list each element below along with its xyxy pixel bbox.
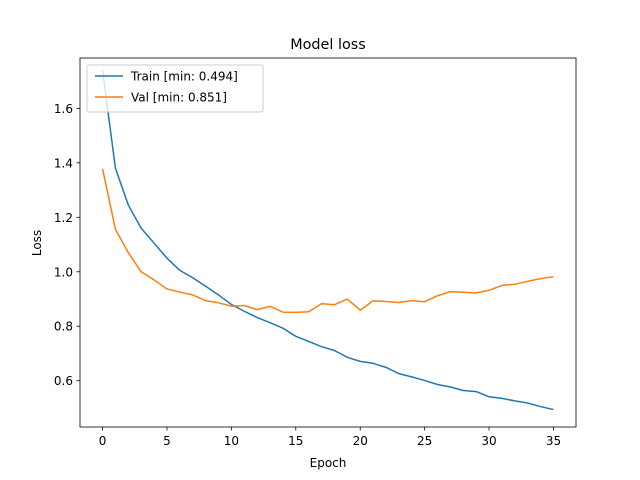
x-tick-label: 0 [99, 434, 107, 448]
x-tick-label: 15 [288, 434, 303, 448]
legend-label-val: Val [min: 0.851] [131, 91, 227, 105]
y-tick-label: 1.2 [54, 211, 73, 225]
series-line-train [101, 70, 554, 411]
series-line-val [101, 168, 554, 314]
plot-area [80, 58, 576, 427]
x-tick-label: 5 [163, 434, 171, 448]
x-axis-ticks: 0 5 10 15 20 25 30 35 [99, 427, 561, 448]
y-tick-label: 1.0 [54, 265, 73, 279]
series-layer [101, 70, 554, 411]
y-axis-label: Loss [30, 230, 44, 256]
x-tick-label: 35 [546, 434, 561, 448]
x-tick-label: 30 [481, 434, 496, 448]
y-tick-label: 0.6 [54, 374, 73, 388]
legend: Train [min: 0.494] Val [min: 0.851] [86, 64, 264, 113]
x-tick-label: 25 [417, 434, 432, 448]
y-axis-ticks: 0.6 0.8 1.0 1.2 1.4 1.6 [54, 102, 80, 388]
y-tick-label: 0.8 [54, 320, 73, 334]
plot-frame [79, 57, 577, 428]
axes-layer [79, 57, 577, 428]
legend-label-train: Train [min: 0.494] [130, 70, 238, 84]
legend-box [86, 64, 264, 113]
x-tick-label: 10 [224, 434, 239, 448]
y-tick-label: 1.4 [54, 156, 73, 170]
y-tick-label: 1.6 [54, 102, 73, 116]
x-tick-label: 20 [353, 434, 368, 448]
chart-title: Model loss [290, 37, 366, 53]
x-axis-label: Epoch [310, 456, 347, 470]
